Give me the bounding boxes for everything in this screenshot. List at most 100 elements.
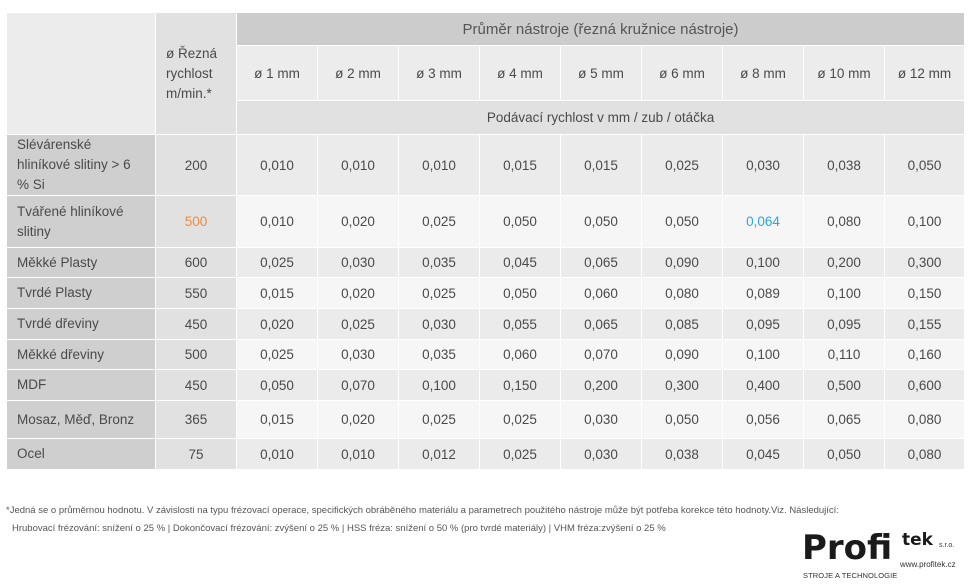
logo-wordmark: Profi xyxy=(802,528,893,568)
diameter-header: ø 6 mm xyxy=(641,45,723,101)
feed-value-cell: 0,100 xyxy=(722,247,804,278)
material-cell: Měkké dřeviny xyxy=(6,339,156,370)
footnote-line-1: *Jedná se o průměrnou hodnotu. V závislo… xyxy=(6,505,839,516)
feed-value-cell: 0,100 xyxy=(883,195,966,248)
feed-value-cell: 0,155 xyxy=(883,308,966,340)
feed-value-cell: 0,010 xyxy=(236,195,318,248)
diameter-header: ø 5 mm xyxy=(560,45,642,101)
feed-value-cell: 0,030 xyxy=(317,339,399,370)
feed-value-cell: 0,025 xyxy=(317,308,399,340)
material-cell: Mosaz, Měď, Bronz xyxy=(6,400,156,439)
feed-value-cell: 0,035 xyxy=(398,339,480,370)
feed-value-cell: 0,020 xyxy=(236,308,318,340)
feed-value-cell: 0,010 xyxy=(236,134,318,196)
feed-value-cell: 0,065 xyxy=(560,308,642,340)
table-row: Slévárenské hliníkové slitiny > 6 % Si 20… xyxy=(6,134,966,196)
diameter-header: ø 2 mm xyxy=(317,45,399,101)
feed-value-cell: 0,070 xyxy=(317,369,399,401)
feed-value-cell: 0,050 xyxy=(883,134,966,196)
table-body: Slévárenské hliníkové slitiny > 6 % Si 20… xyxy=(6,134,966,470)
corner-cell xyxy=(6,12,156,135)
speed-cell: 550 xyxy=(155,277,237,309)
feed-value-cell: 0,085 xyxy=(641,308,723,340)
feed-value-cell: 0,065 xyxy=(803,400,885,439)
feed-value-cell: 0,012 xyxy=(398,438,480,470)
feed-value-cell: 0,050 xyxy=(803,438,885,470)
table-row: Tvářené hliníkové slitiny 500 0,010 0,020 0,… xyxy=(6,195,966,248)
feed-value-cell: 0,150 xyxy=(479,369,561,401)
diameter-header: ø 4 mm xyxy=(479,45,561,101)
speed-cell: 600 xyxy=(155,247,237,278)
table-row: Mosaz, Měď, Bronz 365 0,015 0,020 0,025 0,025… xyxy=(6,400,966,439)
feed-rate-table: ø Řezná rychlost m/min.* Průměr nástroje… xyxy=(6,12,966,470)
feed-value-cell: 0,050 xyxy=(236,369,318,401)
speed-cell: 450 xyxy=(155,369,237,401)
feed-value-cell: 0,050 xyxy=(479,277,561,309)
feed-value-cell: 0,500 xyxy=(803,369,885,401)
material-cell: Ocel xyxy=(6,438,156,470)
feed-value-cell: 0,010 xyxy=(236,438,318,470)
feed-value-cell: 0,015 xyxy=(236,277,318,309)
feed-value-cell: 0,060 xyxy=(560,277,642,309)
material-cell: Slévárenské hliníkové slitiny > 6 % Si xyxy=(6,134,156,196)
feed-value-cell: 0,045 xyxy=(722,438,804,470)
feed-value-cell: 0,030 xyxy=(560,438,642,470)
feed-value-cell: 0,025 xyxy=(398,277,480,309)
diameter-header: ø 3 mm xyxy=(398,45,480,101)
feed-value-cell: 0,025 xyxy=(236,247,318,278)
feed-value-cell: 0,035 xyxy=(398,247,480,278)
feed-value-cell: 0,110 xyxy=(803,339,885,370)
feed-value-cell: 0,015 xyxy=(560,134,642,196)
speed-cell: 450 xyxy=(155,308,237,340)
footnote-line-2: Hrubovací frézování: snížení o 25 % | Do… xyxy=(12,523,666,534)
feed-value-cell: 0,045 xyxy=(479,247,561,278)
feed-value-cell: 0,056 xyxy=(722,400,804,439)
feed-value-cell: 0,400 xyxy=(722,369,804,401)
feed-value-cell: 0,025 xyxy=(236,339,318,370)
logo-tagline: STROJE A TECHNOLOGIE xyxy=(803,571,898,580)
feed-value-cell: 0,300 xyxy=(641,369,723,401)
feed-value-cell: 0,020 xyxy=(317,277,399,309)
feed-value-cell: 0,300 xyxy=(883,247,966,278)
feed-value-cell: 0,150 xyxy=(883,277,966,309)
feed-value-cell: 0,100 xyxy=(398,369,480,401)
feed-value-cell: 0,050 xyxy=(641,195,723,248)
feed-value-cell: 0,015 xyxy=(479,134,561,196)
logo-wordmark-suffix: tek xyxy=(902,530,933,550)
feed-value-cell: 0,010 xyxy=(317,134,399,196)
speed-cell: 75 xyxy=(155,438,237,470)
feed-value-cell: 0,600 xyxy=(883,369,966,401)
diameter-header: ø 12 mm xyxy=(883,45,966,101)
profitek-logo: Profi tek s.r.o. www.profitek.cz STROJE … xyxy=(800,528,962,584)
feed-value-cell: 0,030 xyxy=(722,134,804,196)
logo-company-type: s.r.o. xyxy=(939,542,955,549)
feed-value-cell: 0,025 xyxy=(398,400,480,439)
logo-website: www.profitek.cz xyxy=(900,560,956,569)
speed-cell: 365 xyxy=(155,400,237,439)
feed-value-cell: 0,070 xyxy=(560,339,642,370)
feed-value-cell: 0,065 xyxy=(560,247,642,278)
material-cell: Měkké Plasty xyxy=(6,247,156,278)
feed-value-cell: 0,038 xyxy=(803,134,885,196)
feed-value-cell: 0,080 xyxy=(803,195,885,248)
speed-cell: 200 xyxy=(155,134,237,196)
feed-rate-header: Podávací rychlost v mm / zub / otáčka xyxy=(235,100,966,135)
feed-value-cell: 0,050 xyxy=(560,195,642,248)
feed-value-cell: 0,200 xyxy=(803,247,885,278)
material-cell: Tvrdé Plasty xyxy=(6,277,156,309)
diameter-header: ø 8 mm xyxy=(722,45,804,101)
feed-value-cell: 0,055 xyxy=(479,308,561,340)
feed-value-cell: 0,025 xyxy=(398,195,480,248)
feed-value-cell: 0,025 xyxy=(641,134,723,196)
feed-value-cell: 0,030 xyxy=(317,247,399,278)
feed-value-cell: 0,050 xyxy=(479,195,561,248)
speed-cell: 500 xyxy=(155,195,237,248)
feed-value-cell: 0,064 xyxy=(722,195,804,248)
cutting-speed-header: ø Řezná rychlost m/min.* xyxy=(155,12,237,135)
table-row: Ocel 75 0,010 0,010 0,012 0,025 0,030 0,038 0,04… xyxy=(6,438,966,470)
material-cell: MDF xyxy=(6,369,156,401)
feed-value-cell: 0,095 xyxy=(803,308,885,340)
feed-value-cell: 0,095 xyxy=(722,308,804,340)
table-row: Tvrdé dřeviny 450 0,020 0,025 0,030 0,055 0,06… xyxy=(6,308,966,340)
feed-value-cell: 0,090 xyxy=(641,339,723,370)
